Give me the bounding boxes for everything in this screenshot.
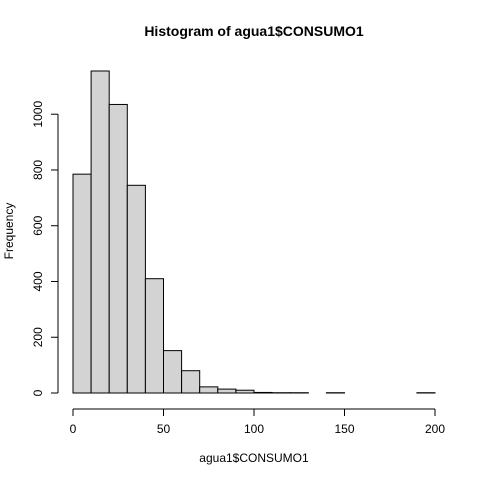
x-tick-label: 50 xyxy=(157,422,171,436)
histogram-bar xyxy=(181,370,201,394)
histogram-bar xyxy=(126,184,146,394)
histogram-bar xyxy=(235,389,255,394)
chart-title: Histogram of agua1$CONSUMO1 xyxy=(144,23,364,39)
histogram-bar xyxy=(90,70,110,394)
x-tick-label: 0 xyxy=(70,422,77,436)
x-tick-label: 100 xyxy=(244,422,264,436)
histogram-bar xyxy=(199,386,219,394)
y-tick-label: 800 xyxy=(31,160,45,180)
x-tick-label: 200 xyxy=(425,422,445,436)
histogram-bar xyxy=(72,173,92,394)
histogram-bar xyxy=(144,278,164,394)
x-axis-label: agua1$CONSUMO1 xyxy=(199,451,309,465)
y-tick-label: 600 xyxy=(31,215,45,235)
x-axis: 0 50 100 150 200 xyxy=(70,408,445,436)
histogram-bar xyxy=(217,388,237,394)
histogram-bar xyxy=(163,350,183,394)
y-tick-label: 200 xyxy=(31,327,45,347)
y-tick-label: 1000 xyxy=(31,101,45,128)
y-tick-label: 400 xyxy=(31,271,45,291)
x-tick-label: 150 xyxy=(334,422,354,436)
histogram-bars xyxy=(72,70,436,394)
y-axis: 0 200 400 600 800 1000 xyxy=(31,101,59,396)
histogram-bar xyxy=(108,103,128,394)
y-tick-label: 0 xyxy=(31,389,45,396)
histogram-bar xyxy=(253,391,273,394)
y-axis-label: Frequency xyxy=(2,203,16,260)
